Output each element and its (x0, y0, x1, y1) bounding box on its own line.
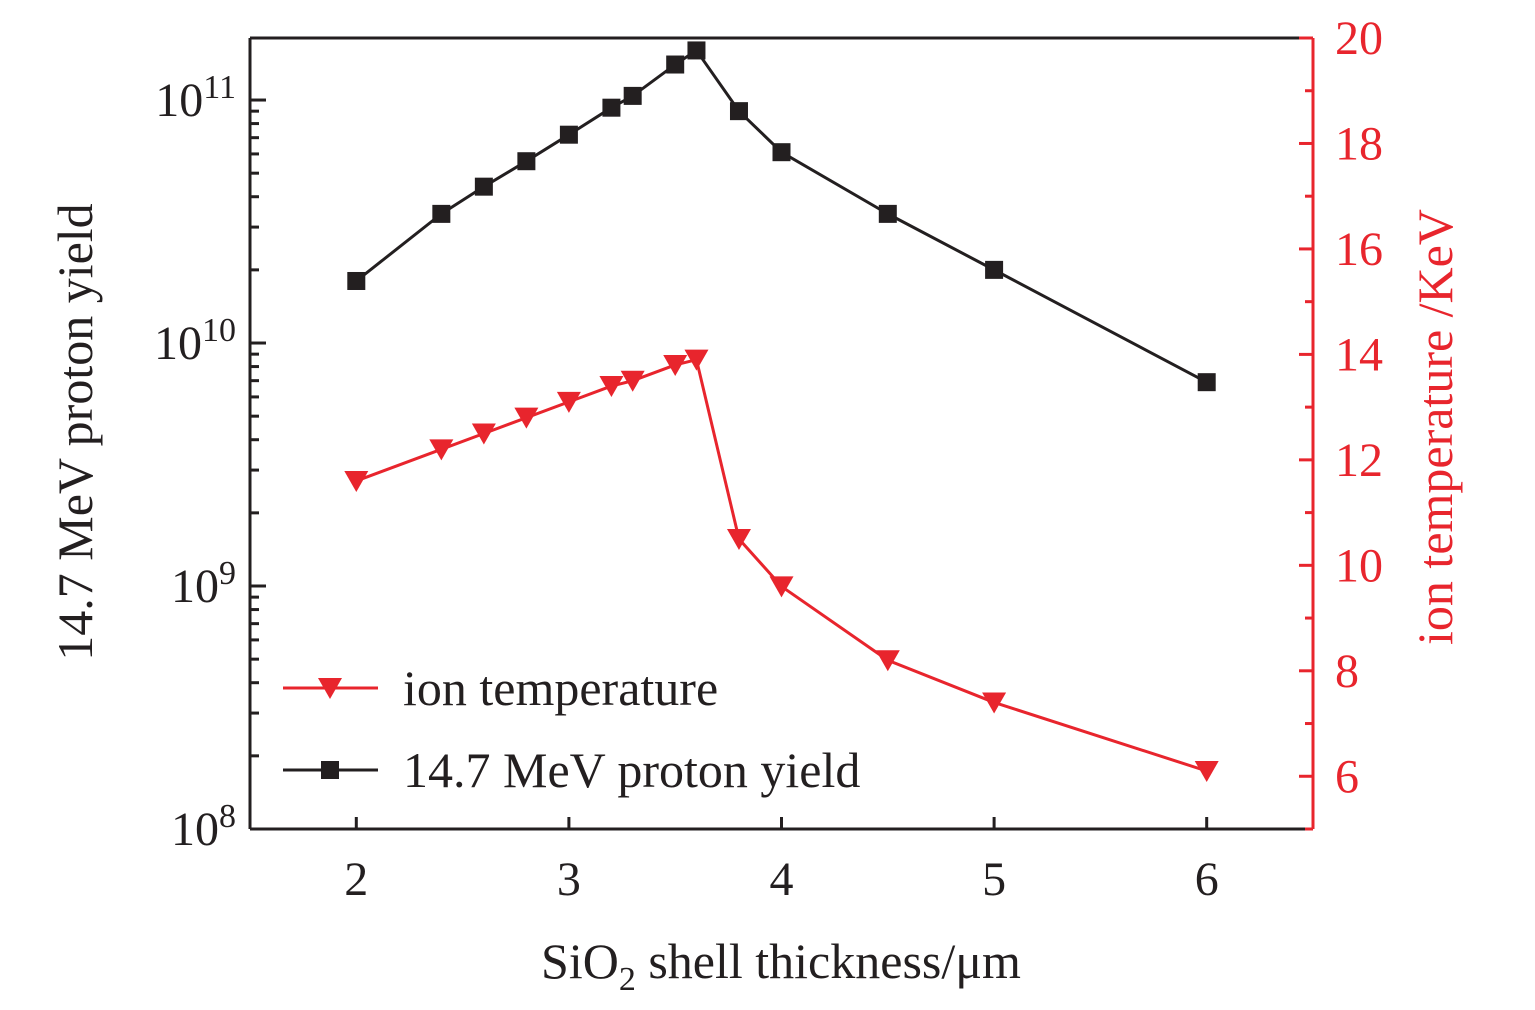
ion-temperature-point (556, 391, 581, 413)
proton-yield-series (347, 41, 1216, 392)
right-tick-label: 10 (1335, 539, 1383, 592)
proton-yield-point (1197, 373, 1216, 392)
ion-temperature-point (875, 650, 900, 672)
x-tick-label: 4 (770, 853, 794, 906)
legend-item-proton-yield: 14.7 MeV proton yield (283, 742, 860, 798)
ion-temperature-point (726, 528, 751, 550)
ion-temperature-point (982, 692, 1007, 714)
ion-temperature-point (599, 376, 624, 398)
ion-temperature-point (1194, 760, 1219, 782)
left-tick-label: 109 (171, 555, 236, 613)
proton-yield-point (517, 152, 536, 171)
proton-yield-point (559, 125, 578, 144)
proton-yield-point (623, 86, 642, 105)
proton-yield-point (878, 204, 897, 223)
plot-area (344, 41, 1219, 782)
legend: ion temperature 14.7 MeV proton yield (283, 660, 860, 798)
right-y-axis-title: ion temperature /KeV (1407, 209, 1463, 645)
x-tick-label: 6 (1195, 853, 1219, 906)
axis-titles: SiO2 shell thickness/μm 14.7 MeV proton y… (47, 203, 1463, 998)
left-tick-label: 108 (171, 798, 236, 856)
proton-yield-point (474, 177, 493, 196)
legend-label: 14.7 MeV proton yield (403, 742, 860, 798)
proton-yield-point (729, 102, 748, 121)
right-tick-label: 16 (1335, 223, 1383, 276)
left-tick-label: 1010 (154, 312, 236, 370)
x-tick-label: 2 (344, 853, 368, 906)
proton-yield-point (772, 143, 791, 162)
proton-yield-point (666, 55, 685, 74)
ion-temperature-point (769, 576, 794, 598)
x-tick-label: 3 (557, 853, 581, 906)
ion-temperature-point (318, 678, 342, 699)
axes: 2 3 4 5 6 108 109 1010 1011 6 8 10 12 14 16 18 20 (154, 12, 1383, 906)
proton-yield-point (985, 260, 1004, 279)
proton-yield-point (347, 271, 366, 290)
ion-temperature-point (620, 370, 645, 392)
right-tick-label: 6 (1335, 750, 1359, 803)
proton-yield-point (602, 98, 621, 117)
left-y-axis-title: 14.7 MeV proton yield (47, 203, 103, 660)
proton-yield-point (687, 41, 706, 60)
right-tick-label: 8 (1335, 645, 1359, 698)
ion-temperature-point (344, 470, 369, 492)
proton-yield-point (432, 204, 451, 223)
ion-temperature-point (663, 354, 688, 376)
ion-temperature-series (344, 349, 1219, 782)
ion-temperature-point (684, 349, 709, 371)
ion-temperature-point (514, 407, 539, 429)
proton-yield-point (321, 761, 339, 779)
left-tick-label: 1011 (155, 69, 236, 127)
right-tick-label: 20 (1335, 12, 1383, 65)
ion-temperature-point (471, 423, 496, 445)
legend-item-ion-temperature: ion temperature (283, 660, 718, 716)
x-tick-label: 5 (982, 853, 1006, 906)
legend-label: ion temperature (403, 660, 718, 716)
ion-temperature-point (429, 439, 454, 461)
right-tick-label: 12 (1335, 434, 1383, 487)
right-tick-label: 18 (1335, 117, 1383, 170)
right-tick-label: 14 (1335, 328, 1383, 381)
x-axis-title: SiO2 shell thickness/μm (541, 933, 1021, 998)
